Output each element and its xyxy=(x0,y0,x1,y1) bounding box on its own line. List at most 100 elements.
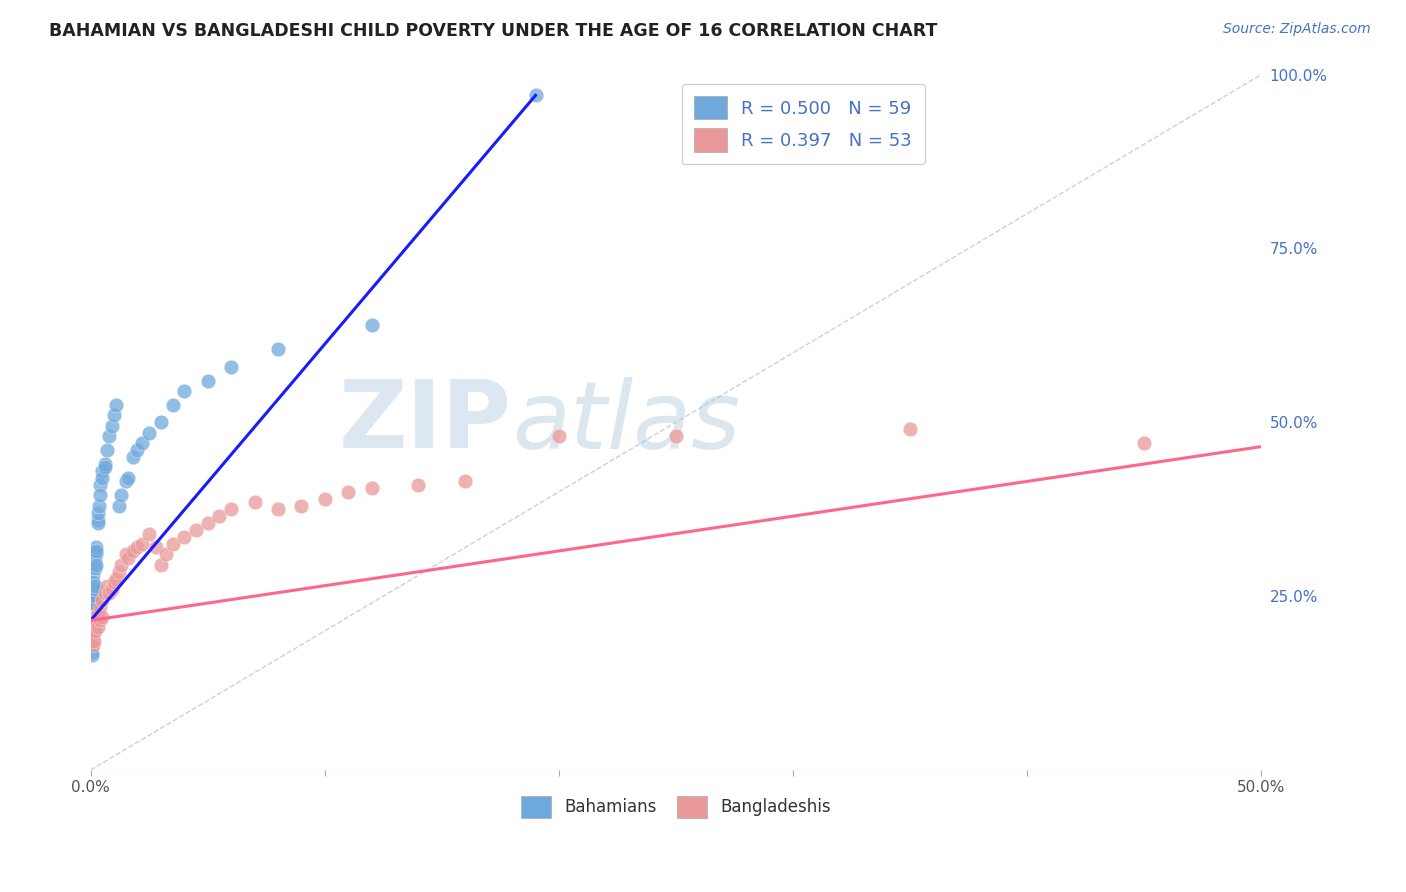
Point xyxy=(162,398,184,412)
Point xyxy=(173,530,195,544)
Point xyxy=(360,481,382,495)
Point xyxy=(131,436,153,450)
Legend: Bahamians, Bangladeshis: Bahamians, Bangladeshis xyxy=(515,789,838,824)
Point xyxy=(83,585,105,599)
Point xyxy=(103,575,125,590)
Point xyxy=(82,568,104,582)
Point xyxy=(138,425,160,440)
Point xyxy=(84,616,107,631)
Point xyxy=(149,415,172,429)
Point xyxy=(86,513,108,527)
Point xyxy=(83,589,105,603)
Text: ZIP: ZIP xyxy=(339,376,512,468)
Point xyxy=(93,585,115,599)
Point xyxy=(84,558,107,572)
Point xyxy=(267,343,290,357)
Point xyxy=(84,541,107,555)
Point xyxy=(82,645,104,659)
Point xyxy=(82,599,104,614)
Point xyxy=(82,648,104,663)
Point xyxy=(1133,436,1156,450)
Point xyxy=(105,398,128,412)
Point xyxy=(105,572,128,586)
Point xyxy=(162,537,184,551)
Point xyxy=(155,548,177,562)
Point xyxy=(121,450,143,464)
Point xyxy=(337,484,360,499)
Point xyxy=(107,499,129,513)
Point xyxy=(83,620,105,634)
Point xyxy=(114,475,136,489)
Point xyxy=(84,624,107,638)
Text: BAHAMIAN VS BANGLADESHI CHILD POVERTY UNDER THE AGE OF 16 CORRELATION CHART: BAHAMIAN VS BANGLADESHI CHILD POVERTY UN… xyxy=(49,22,938,40)
Point xyxy=(98,585,121,599)
Point xyxy=(219,502,242,516)
Point xyxy=(184,523,207,537)
Point xyxy=(91,592,114,607)
Point xyxy=(87,506,110,520)
Point xyxy=(454,475,477,489)
Point xyxy=(82,603,104,617)
Point xyxy=(86,607,108,621)
Point xyxy=(219,359,242,374)
Point xyxy=(107,565,129,579)
Point xyxy=(121,544,143,558)
Point xyxy=(84,561,107,575)
Point xyxy=(98,429,121,443)
Point xyxy=(117,550,139,565)
Point xyxy=(149,558,172,572)
Point xyxy=(83,589,105,603)
Point xyxy=(524,88,547,103)
Point xyxy=(898,422,921,436)
Point xyxy=(84,548,107,562)
Point xyxy=(83,592,105,607)
Point xyxy=(82,592,104,607)
Point xyxy=(83,582,105,597)
Point xyxy=(145,541,167,555)
Point xyxy=(91,610,114,624)
Point xyxy=(82,596,104,610)
Point xyxy=(173,384,195,398)
Point xyxy=(110,488,132,502)
Point xyxy=(84,554,107,568)
Point xyxy=(84,579,107,593)
Point xyxy=(86,516,108,530)
Point xyxy=(96,579,118,593)
Point xyxy=(82,634,104,648)
Point xyxy=(100,582,122,597)
Text: Source: ZipAtlas.com: Source: ZipAtlas.com xyxy=(1223,22,1371,37)
Point xyxy=(243,495,266,509)
Point xyxy=(83,582,105,597)
Point xyxy=(80,627,103,641)
Point xyxy=(82,585,104,599)
Point xyxy=(208,509,231,524)
Point xyxy=(360,318,382,332)
Point xyxy=(82,610,104,624)
Text: atlas: atlas xyxy=(512,376,741,467)
Point xyxy=(548,429,571,443)
Point xyxy=(87,499,110,513)
Point xyxy=(93,457,115,471)
Point xyxy=(82,634,104,648)
Point xyxy=(665,429,688,443)
Point xyxy=(82,627,104,641)
Point xyxy=(267,502,290,516)
Point xyxy=(408,478,430,492)
Point xyxy=(89,614,111,628)
Point xyxy=(86,620,108,634)
Point xyxy=(80,624,103,638)
Point xyxy=(82,575,104,590)
Point xyxy=(197,516,219,530)
Point xyxy=(110,558,132,572)
Point xyxy=(89,478,111,492)
Point xyxy=(83,634,105,648)
Point xyxy=(96,443,118,458)
Point xyxy=(82,579,104,593)
Point xyxy=(82,638,104,652)
Point xyxy=(84,610,107,624)
Point xyxy=(86,614,108,628)
Point xyxy=(197,374,219,388)
Point xyxy=(131,537,153,551)
Point xyxy=(127,443,149,458)
Point xyxy=(103,409,125,423)
